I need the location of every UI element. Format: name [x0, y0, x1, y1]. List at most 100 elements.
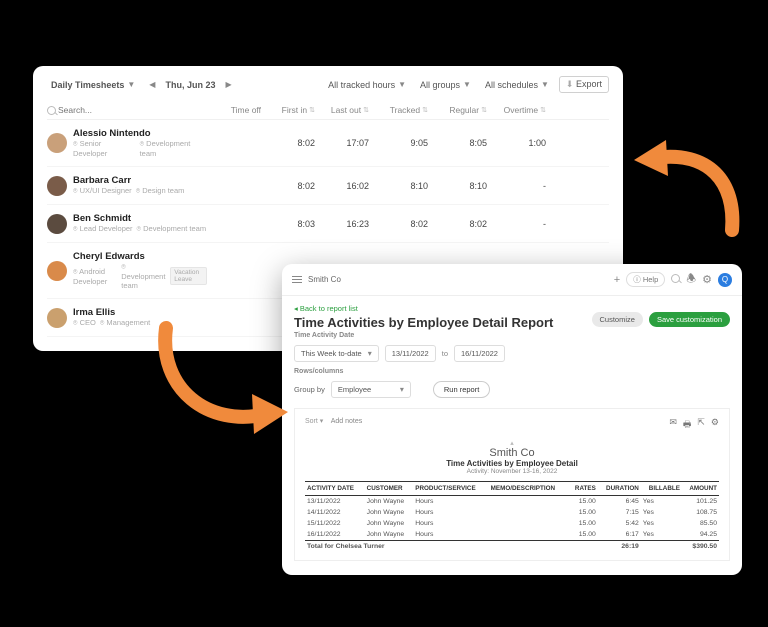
sort-icon: ⇅ [481, 106, 487, 114]
prev-day-button[interactable]: ◀ [145, 78, 159, 91]
add-notes-link[interactable]: Add notes [331, 418, 363, 425]
cell-lastout: 16:02 [319, 181, 369, 191]
avatar [47, 308, 67, 328]
report-col-header[interactable]: ACTIVITY DATE [305, 482, 365, 496]
col-lastout[interactable]: Last out⇅ [319, 105, 369, 115]
export-icon[interactable]: ⇱ [697, 417, 705, 433]
cell-overtime: - [491, 181, 546, 191]
col-overtime[interactable]: Overtime⇅ [491, 105, 546, 115]
view-selector[interactable]: Daily Timesheets ▼ [47, 78, 139, 92]
timesheet-header-row: Time off First in⇅ Last out⇅ Tracked⇅ Re… [47, 101, 609, 120]
next-day-button[interactable]: ▶ [221, 78, 235, 91]
report-col-header[interactable]: PRODUCT/SERVICE [413, 482, 488, 496]
view-label: Daily Timesheets [51, 80, 124, 90]
gear-icon[interactable]: ⚙ [702, 273, 712, 286]
employee-meta: ⌾ Lead Developer⌾ Development team [73, 224, 206, 234]
search-icon[interactable] [671, 274, 680, 286]
company-name: Smith Co [308, 275, 341, 284]
col-tracked[interactable]: Tracked⇅ [373, 105, 428, 115]
cell-regular: 8:10 [432, 181, 487, 191]
report-panel: Smith Co + ⓘ Help 🕭 ⚙ Q ◂ Back to report… [282, 264, 742, 575]
report-output: Sort ▾ Add notes ✉ 🖶 ⇱ ⚙ ▴ Smith Co Time… [294, 408, 730, 561]
avatar [47, 214, 67, 234]
filter-hours[interactable]: All tracked hours▼ [324, 78, 410, 92]
avatar-button[interactable]: Q [718, 273, 732, 287]
timesheet-toolbar: Daily Timesheets ▼ ◀ Thu, Jun 23 ▶ All t… [47, 76, 609, 93]
cell-regular: 8:05 [432, 138, 487, 148]
cell-firstin: 8:03 [265, 219, 315, 229]
cell-overtime: - [491, 219, 546, 229]
employee-name: Barbara Carr [73, 175, 184, 186]
leave-badge: Vacation Leave [170, 267, 207, 285]
sort-icon: ⇅ [540, 106, 546, 114]
search-input[interactable] [58, 105, 148, 115]
filter-groups[interactable]: All groups▼ [416, 78, 475, 92]
report-col-header[interactable]: MEMO/DESCRIPTION [489, 482, 569, 496]
range-select[interactable]: This Week to-date▾ [294, 345, 379, 362]
filter-schedules[interactable]: All schedules▼ [481, 78, 553, 92]
email-icon[interactable]: ✉ [669, 417, 677, 433]
date-label[interactable]: Thu, Jun 23 [165, 80, 215, 90]
cell-lastout: 16:23 [319, 219, 369, 229]
report-col-header[interactable]: RATES [569, 482, 598, 496]
group-by-select[interactable]: Employee▾ [331, 381, 411, 398]
report-subtitle: Time Activities by Employee Detail [305, 459, 719, 468]
cell-tracked: 8:02 [373, 219, 428, 229]
report-col-header[interactable]: DURATION [598, 482, 641, 496]
report-period: Activity: November 13-16, 2022 [305, 468, 719, 475]
avatar [47, 176, 67, 196]
employee-name: Alessio Nintendo [73, 128, 207, 139]
employee-name: Ben Schmidt [73, 213, 206, 224]
customize-button[interactable]: Customize [592, 312, 643, 327]
report-table: ACTIVITY DATECUSTOMERPRODUCT/SERVICEMEMO… [305, 481, 719, 552]
menu-icon[interactable] [292, 276, 302, 284]
run-report-button[interactable]: Run report [433, 381, 490, 398]
search-field[interactable] [47, 105, 207, 115]
print-icon[interactable]: 🖶 [683, 417, 692, 433]
cell-tracked: 9:05 [373, 138, 428, 148]
cell-overtime: 1:00 [491, 138, 546, 148]
sort-control[interactable]: Sort ▾ [305, 418, 323, 425]
export-button[interactable]: ⬇ Export [559, 76, 609, 93]
sort-icon: ⇅ [363, 106, 369, 114]
report-col-header[interactable]: AMOUNT [682, 482, 719, 496]
date-from-input[interactable]: 13/11/2022 [385, 345, 436, 362]
save-customization-button[interactable]: Save customization [649, 312, 730, 327]
report-col-header[interactable]: BILLABLE [641, 482, 682, 496]
timesheet-row[interactable]: Ben Schmidt ⌾ Lead Developer⌾ Developmen… [47, 205, 609, 243]
timesheet-row[interactable]: Alessio Nintendo ⌾ Senior Developer⌾ Dev… [47, 120, 609, 167]
employee-meta: ⌾ UX/UI Designer⌾ Design team [73, 186, 184, 196]
col-timeoff[interactable]: Time off [211, 105, 261, 115]
report-topbar: Smith Co + ⓘ Help 🕭 ⚙ Q [282, 264, 742, 296]
settings-icon[interactable]: ⚙ [711, 417, 719, 433]
cell-firstin: 8:02 [265, 138, 315, 148]
report-row: 16/11/2022John WayneHours 15.006:17Yes94… [305, 529, 719, 541]
arrow-right-to-left [614, 132, 744, 252]
col-firstin[interactable]: First in⇅ [265, 105, 315, 115]
date-to-input[interactable]: 16/11/2022 [454, 345, 505, 362]
collapse-icon[interactable]: ▴ [305, 439, 719, 447]
employee-name: Irma Ellis [73, 307, 150, 318]
help-button[interactable]: ⓘ Help [626, 272, 665, 287]
to-label: to [442, 349, 448, 358]
cell-lastout: 17:07 [319, 138, 369, 148]
avatar [47, 261, 67, 281]
bell-icon[interactable]: 🕭 [686, 270, 696, 289]
col-regular[interactable]: Regular⇅ [432, 105, 487, 115]
chevron-down-icon: ▼ [127, 80, 135, 89]
group-by-label: Group by [294, 385, 325, 394]
report-row: 13/11/2022John WayneHours 15.006:45Yes10… [305, 496, 719, 508]
rows-columns-label: Rows/columns [294, 368, 730, 375]
search-icon [47, 106, 56, 115]
sort-icon: ⇅ [309, 106, 315, 114]
report-row: 14/11/2022John WayneHours 15.007:15Yes10… [305, 507, 719, 518]
employee-meta: ⌾ Senior Developer⌾ Development team [73, 139, 207, 158]
employee-meta: ⌾ Android Developer⌾ Development teamVac… [73, 262, 207, 290]
timesheet-row[interactable]: Barbara Carr ⌾ UX/UI Designer⌾ Design te… [47, 167, 609, 205]
report-company: Smith Co [305, 447, 719, 459]
arrow-left-to-right [148, 310, 298, 450]
report-col-header[interactable]: CUSTOMER [365, 482, 414, 496]
report-row: 15/11/2022John WayneHours 15.005:42Yes85… [305, 518, 719, 529]
sort-icon: ⇅ [422, 106, 428, 114]
add-icon[interactable]: + [614, 274, 620, 286]
